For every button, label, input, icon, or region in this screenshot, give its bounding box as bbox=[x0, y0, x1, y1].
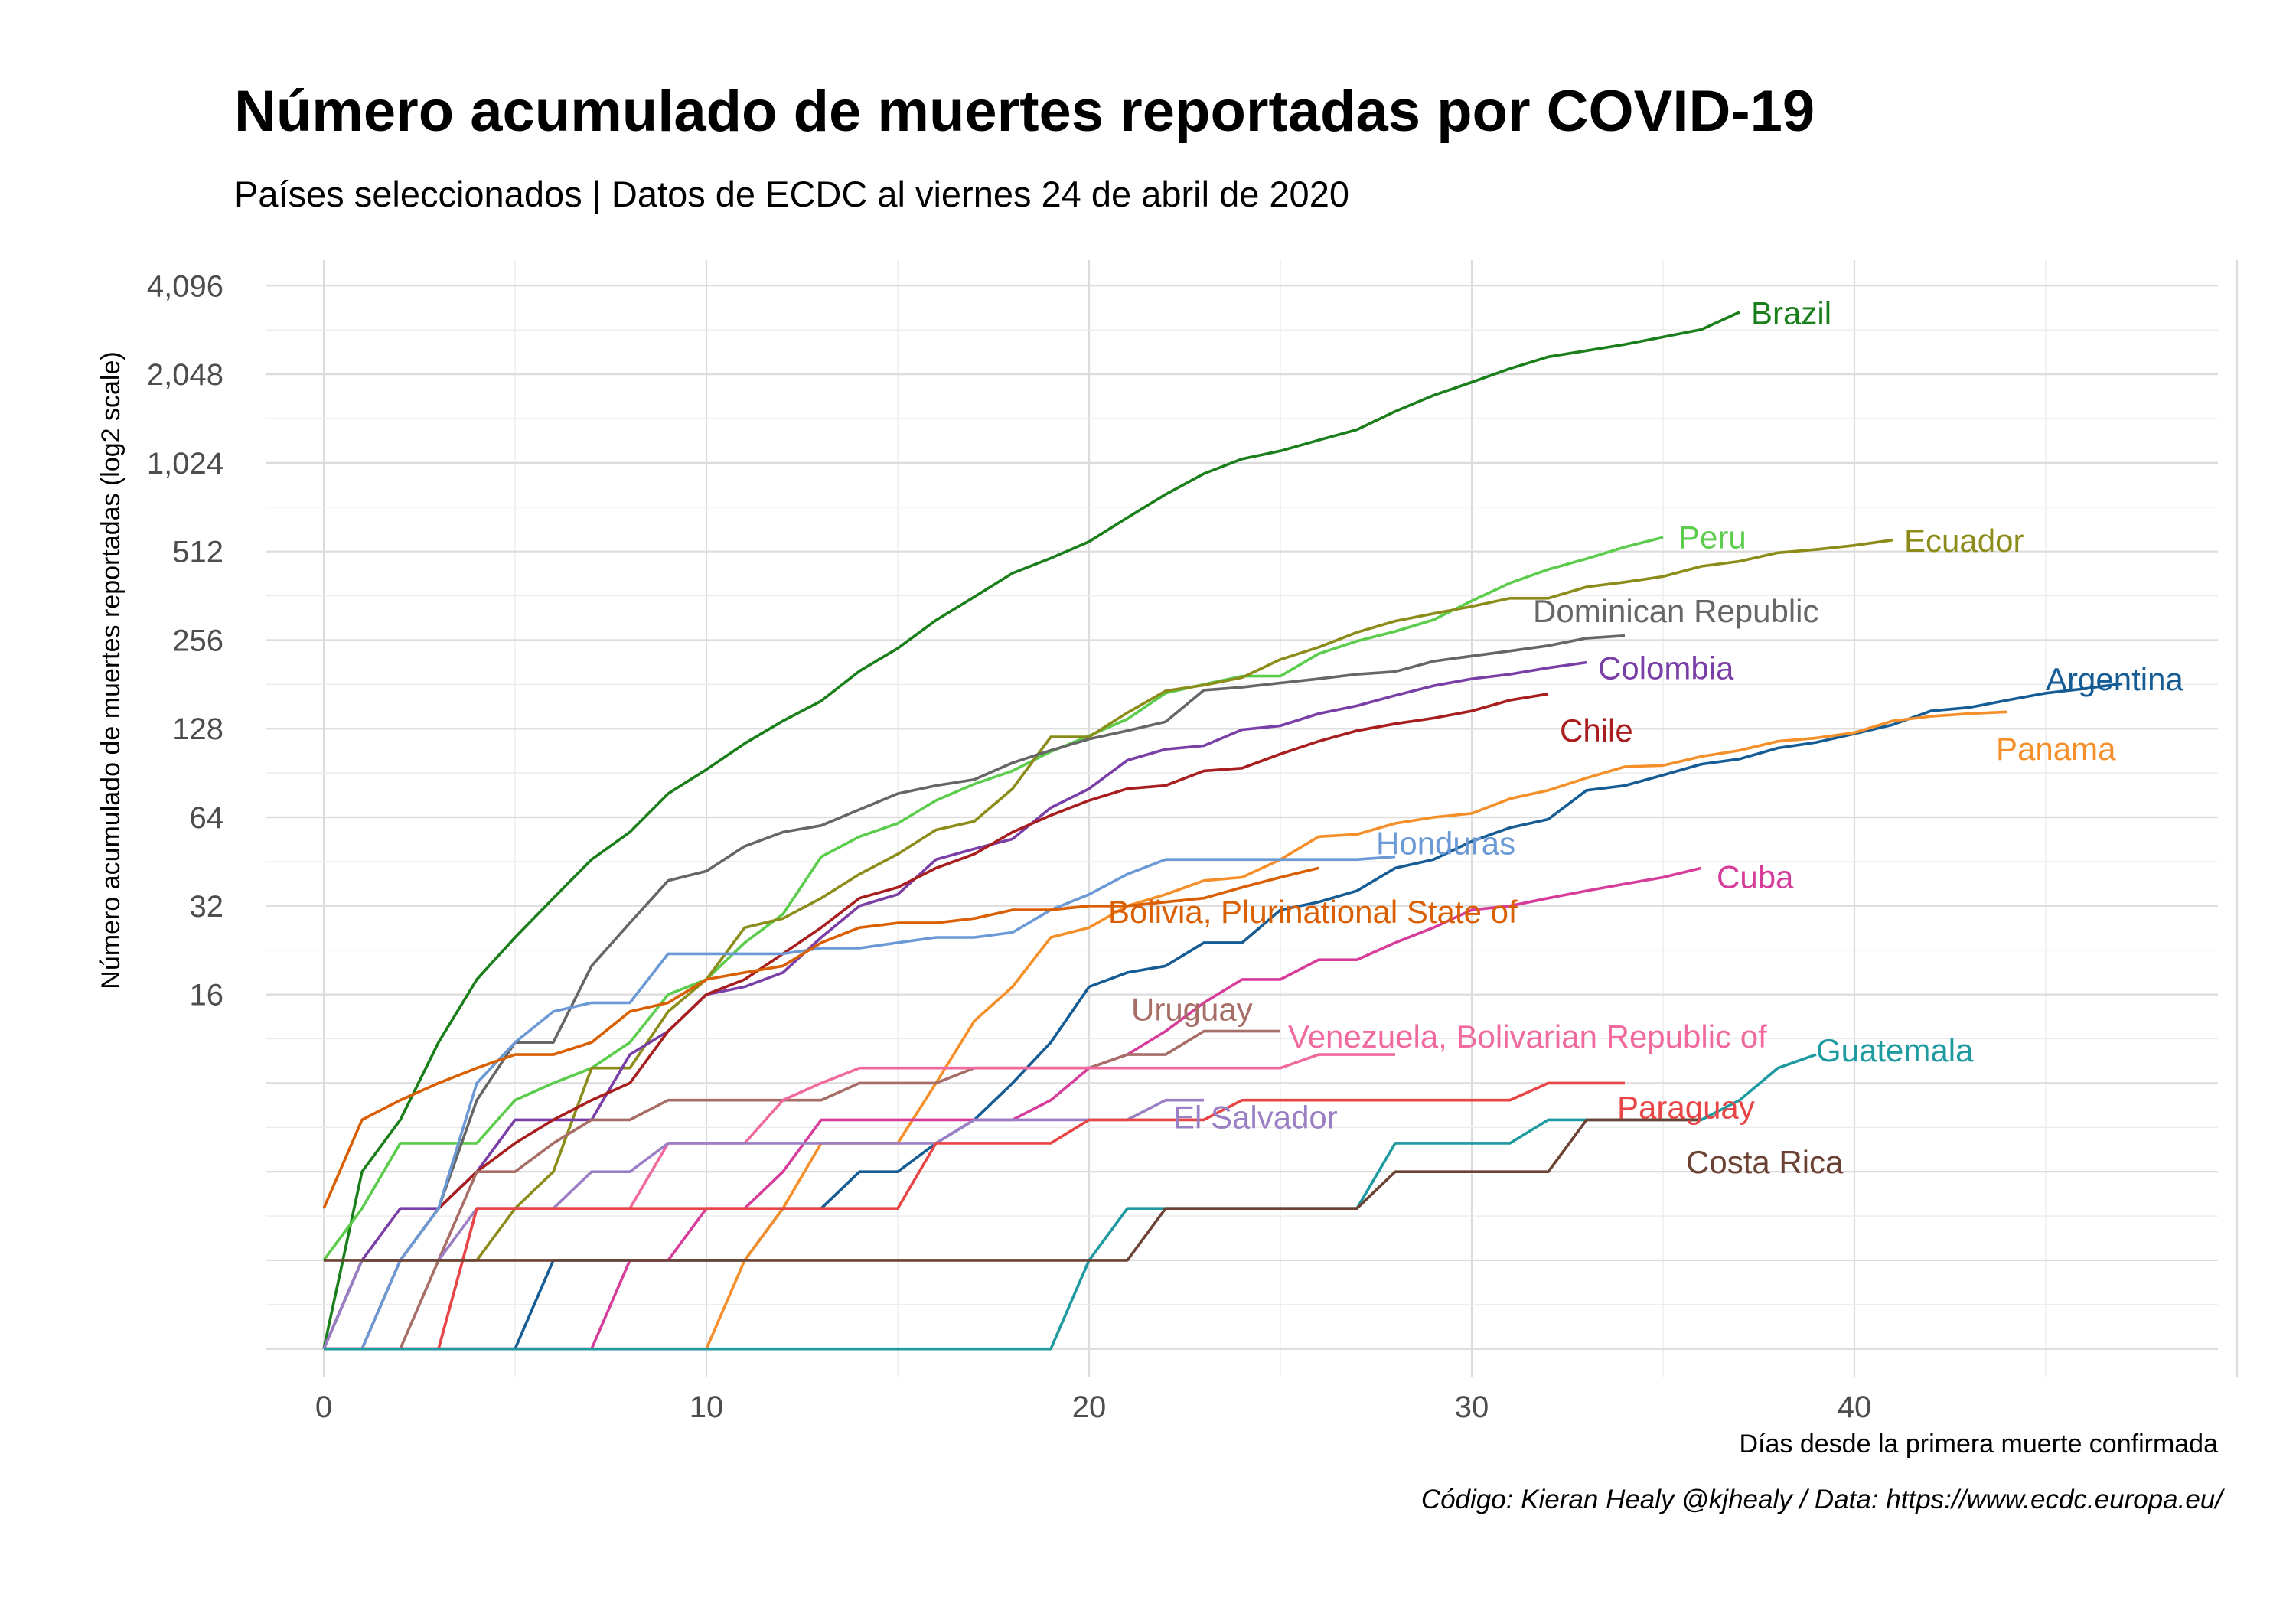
x-axis-title: Días desde la primera muerte confirmada bbox=[1740, 1429, 2219, 1459]
series-line-uruguay bbox=[324, 1029, 1280, 1351]
series-label: Peru bbox=[1678, 520, 1746, 556]
series-label: El Salvador bbox=[1173, 1100, 1338, 1136]
y-tick-label: 128 bbox=[172, 712, 223, 746]
y-tick-label: 1,024 bbox=[147, 447, 223, 481]
y-tick-label: 32 bbox=[190, 890, 224, 924]
series-line-peru bbox=[322, 536, 1664, 1261]
series-label: Guatemala bbox=[1816, 1032, 1974, 1068]
series-line-cuba bbox=[324, 866, 1702, 1351]
x-tick-label: 0 bbox=[315, 1390, 332, 1424]
chart-subtitle: Países seleccionados | Datos de ECDC al … bbox=[234, 174, 1349, 214]
series-line-ecuador bbox=[322, 538, 1893, 1350]
series-label: Venezuela, Bolivarian Republic of bbox=[1288, 1019, 1767, 1054]
series-line-brazil bbox=[322, 311, 1740, 1350]
series-label: Honduras bbox=[1376, 826, 1515, 862]
series-line-paraguay bbox=[324, 1081, 1625, 1351]
series-label: Chile bbox=[1560, 712, 1633, 748]
series-line-chile bbox=[324, 693, 1549, 1351]
chart-caption: Código: Kieran Healy @kjhealy / Data: ht… bbox=[1420, 1485, 2223, 1514]
series-label: Uruguay bbox=[1131, 992, 1253, 1028]
series-label: Paraguay bbox=[1617, 1090, 1755, 1126]
series-label: Colombia bbox=[1598, 650, 1734, 686]
series-label: Costa Rica bbox=[1686, 1144, 1844, 1180]
y-tick-label: 2,048 bbox=[147, 358, 223, 392]
series-line-bolivia-plurinational-state-of bbox=[322, 866, 1319, 1209]
y-axis-title: Número acumulado de muertes reportadas (… bbox=[96, 351, 126, 989]
series-line-el-salvador bbox=[322, 1098, 1204, 1350]
chart-title: Número acumulado de muertes reportadas p… bbox=[234, 79, 1815, 144]
x-tick-label: 30 bbox=[1455, 1390, 1489, 1424]
y-tick-label: 4,096 bbox=[147, 269, 223, 303]
series-line-guatemala bbox=[324, 1053, 1817, 1351]
series-line-costa-rica bbox=[324, 1118, 1701, 1262]
series-label: Brazil bbox=[1751, 295, 1831, 331]
y-tick-label: 256 bbox=[172, 624, 223, 657]
series-label: Bolivia, Plurinational State of bbox=[1108, 894, 1518, 930]
series-line-honduras bbox=[324, 855, 1396, 1351]
series-line-colombia bbox=[322, 660, 1587, 1350]
series-lines bbox=[322, 311, 2123, 1351]
grid-lines bbox=[266, 260, 2239, 1377]
x-axis-ticks: 0 10 20 30 40 bbox=[315, 1390, 1871, 1424]
x-tick-label: 40 bbox=[1838, 1390, 1872, 1424]
series-label: Ecuador bbox=[1904, 523, 2024, 559]
x-tick-label: 20 bbox=[1072, 1390, 1107, 1424]
y-tick-label: 512 bbox=[172, 536, 223, 569]
series-label: Argentina bbox=[2046, 661, 2183, 697]
y-tick-label: 64 bbox=[190, 801, 224, 835]
y-axis-ticks: 16 32 64 128 256 512 1,024 2,048 4,096 bbox=[147, 269, 223, 1012]
x-tick-label: 10 bbox=[690, 1390, 724, 1424]
series-label: Panama bbox=[1996, 731, 2116, 767]
y-tick-label: 16 bbox=[190, 979, 224, 1012]
series-label: Dominican Republic bbox=[1533, 593, 1819, 629]
series-labels: Brazil Peru Ecuador Dominican Republic Colom… bbox=[1108, 295, 2183, 1180]
series-label: Cuba bbox=[1717, 859, 1794, 895]
series-line-dominican-republic bbox=[322, 634, 1626, 1350]
